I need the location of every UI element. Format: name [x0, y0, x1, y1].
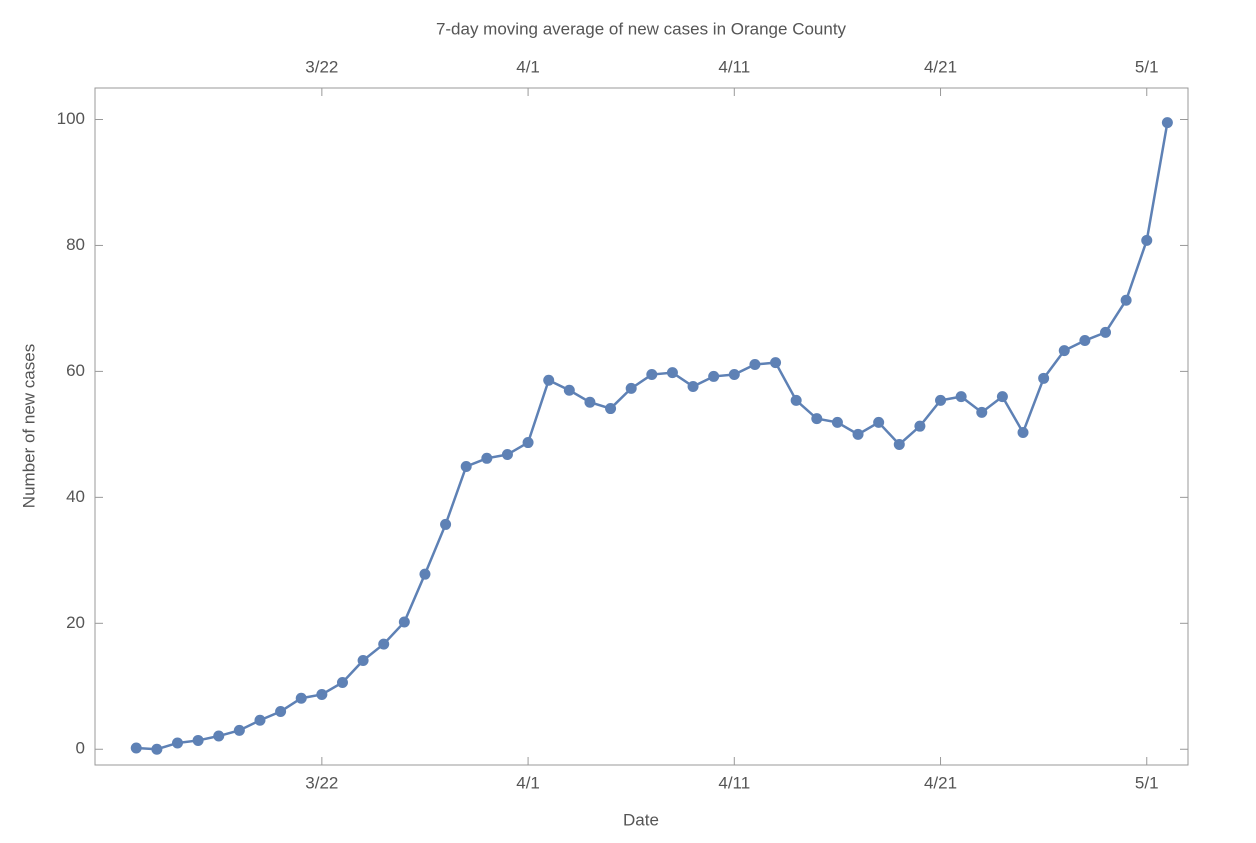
data-point: [357, 654, 369, 666]
x-tick-label-top: 4/11: [718, 57, 750, 76]
data-point: [522, 437, 534, 449]
data-point: [151, 743, 163, 755]
data-point: [1141, 234, 1153, 246]
data-point: [976, 406, 988, 418]
data-point: [481, 452, 493, 464]
x-tick-label: 4/11: [718, 773, 750, 792]
x-tick-label-top: 3/22: [305, 57, 338, 76]
y-tick-label: 40: [66, 487, 85, 506]
data-point: [295, 692, 307, 704]
data-point: [646, 369, 658, 381]
x-tick-label-top: 5/1: [1135, 57, 1159, 76]
data-point: [171, 737, 183, 749]
chart-title: 7-day moving average of new cases in Ora…: [436, 19, 847, 38]
data-point: [584, 396, 596, 408]
series-line: [136, 122, 1169, 751]
data-point: [460, 460, 472, 472]
data-point: [1100, 326, 1112, 338]
x-tick-label: 5/1: [1135, 773, 1159, 792]
data-point: [728, 369, 740, 381]
x-tick-label-top: 4/1: [516, 57, 540, 76]
data-point: [790, 394, 802, 406]
data-point: [687, 381, 699, 393]
y-tick-label: 0: [76, 739, 85, 758]
x-tick-label: 3/22: [305, 773, 338, 792]
y-tick-label: 100: [57, 109, 85, 128]
plot-frame: [94, 87, 1189, 766]
data-point: [440, 518, 452, 530]
data-point: [914, 420, 926, 432]
y-tick-label: 60: [66, 361, 85, 380]
data-point: [419, 568, 431, 580]
data-point: [1017, 426, 1029, 438]
data-point: [831, 416, 843, 428]
data-point: [852, 428, 864, 440]
data-point: [1079, 335, 1091, 347]
data-point: [213, 730, 225, 742]
y-axis-label: Number of new cases: [19, 344, 38, 508]
x-axis-label: Date: [623, 810, 659, 829]
data-point: [501, 449, 513, 461]
data-point: [955, 391, 967, 403]
data-point: [625, 382, 637, 394]
data-point: [563, 384, 575, 396]
y-tick-label: 20: [66, 613, 85, 632]
data-point: [336, 677, 348, 689]
data-point: [708, 370, 720, 382]
data-point: [605, 403, 617, 415]
data-point: [316, 688, 328, 700]
data-point: [873, 416, 885, 428]
data-point: [666, 367, 678, 379]
x-tick-label-top: 4/21: [924, 57, 957, 76]
data-point: [811, 413, 823, 425]
data-point: [893, 438, 905, 450]
data-point: [935, 394, 947, 406]
data-point: [192, 734, 204, 746]
data-point: [233, 724, 245, 736]
data-point: [749, 358, 761, 370]
data-point: [254, 714, 266, 726]
data-point: [1120, 294, 1132, 306]
data-point: [996, 391, 1008, 403]
data-point: [770, 357, 782, 369]
data-point: [398, 616, 410, 628]
data-point: [130, 742, 142, 754]
x-tick-label: 4/1: [516, 773, 540, 792]
data-point: [378, 638, 390, 650]
data-point: [1161, 117, 1173, 129]
x-tick-label: 4/21: [924, 773, 957, 792]
data-point: [275, 705, 287, 717]
data-point: [1038, 372, 1050, 384]
data-point: [543, 374, 555, 386]
y-tick-label: 80: [66, 235, 85, 254]
data-point: [1058, 345, 1070, 357]
